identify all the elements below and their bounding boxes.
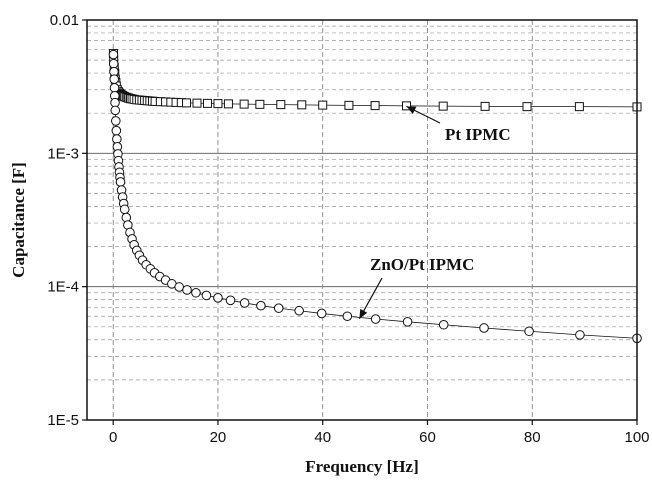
data-point-circle <box>239 298 250 308</box>
x-tick-label: 60 <box>419 429 436 446</box>
data-point-square <box>344 100 354 110</box>
x-tick-label: 40 <box>314 429 331 446</box>
annotation-label-pt-ipmc: Pt IPMC <box>445 125 511 144</box>
data-point-circle <box>108 58 119 69</box>
data-point-square <box>297 100 307 110</box>
x-axis-title: Frequency [Hz] <box>305 457 418 476</box>
data-point-circle <box>115 177 126 187</box>
data-point-circle <box>108 49 119 60</box>
data-point-circle <box>342 311 353 322</box>
x-tick-label: 20 <box>210 429 227 446</box>
data-point-circle <box>316 308 327 319</box>
data-point-square <box>370 101 380 111</box>
data-point-circle <box>109 74 120 84</box>
x-tick-label: 80 <box>524 429 541 446</box>
y-axis-title: Capacitance [F] <box>9 162 28 278</box>
data-point-circle <box>370 314 381 324</box>
data-point-circle <box>575 330 585 340</box>
data-point-circle <box>479 323 489 333</box>
data-point-square <box>213 99 223 109</box>
ticks <box>82 19 638 425</box>
grid <box>87 19 638 421</box>
data-point-circle <box>524 326 534 337</box>
data-point-square <box>239 99 249 109</box>
series-layer <box>108 49 642 344</box>
data-point-square <box>192 98 202 108</box>
data-point-circle <box>110 105 121 116</box>
y-tick-label: 0.01 <box>50 12 79 29</box>
plot-frame <box>86 19 638 421</box>
data-point-circle <box>225 295 236 306</box>
annotation-label-zno-pt-ipmc: ZnO/Pt IPMC <box>370 255 474 274</box>
data-point-circle <box>402 317 413 327</box>
annotations: Pt IPMC ZnO/Pt IPMC <box>358 105 511 320</box>
annotation-arrowhead-pt-ipmc <box>406 106 417 114</box>
data-point-square <box>276 100 286 110</box>
data-point-circle <box>213 293 223 303</box>
tick-labels: 0 20 40 60 80 100 1E-5 1E-4 1E-3 0.01 <box>47 12 649 446</box>
data-point-circle <box>174 282 184 292</box>
data-point-square <box>402 101 412 111</box>
y-tick-label: 1E-3 <box>47 145 79 162</box>
x-tick-label: 0 <box>109 429 117 446</box>
data-point-circle <box>438 319 449 330</box>
series-line-0 <box>113 53 638 108</box>
data-point-circle <box>191 287 201 298</box>
data-point-circle <box>111 125 122 136</box>
series-line-1 <box>113 54 638 339</box>
data-point-circle <box>182 285 192 295</box>
data-point-circle <box>111 116 121 126</box>
data-point-square <box>574 102 584 112</box>
data-point-circle <box>256 300 266 311</box>
annotation-arrowhead-zno-pt-ipmc <box>359 308 368 319</box>
y-tick-label: 1E-4 <box>47 279 79 296</box>
data-point-square <box>182 98 192 108</box>
data-point-circle <box>119 204 130 215</box>
y-tick-label: 1E-5 <box>47 412 79 429</box>
data-point-circle <box>294 305 304 316</box>
data-point-square <box>223 99 233 109</box>
data-point-square <box>255 99 265 109</box>
data-point-square <box>522 102 532 112</box>
data-point-circle <box>273 303 284 313</box>
data-point-circle <box>201 290 212 301</box>
data-point-square <box>318 100 328 110</box>
data-point-square <box>202 98 212 108</box>
data-point-circle <box>109 83 120 93</box>
data-point-square <box>438 101 448 111</box>
data-point-square <box>480 101 490 111</box>
x-tick-label: 100 <box>624 429 649 446</box>
